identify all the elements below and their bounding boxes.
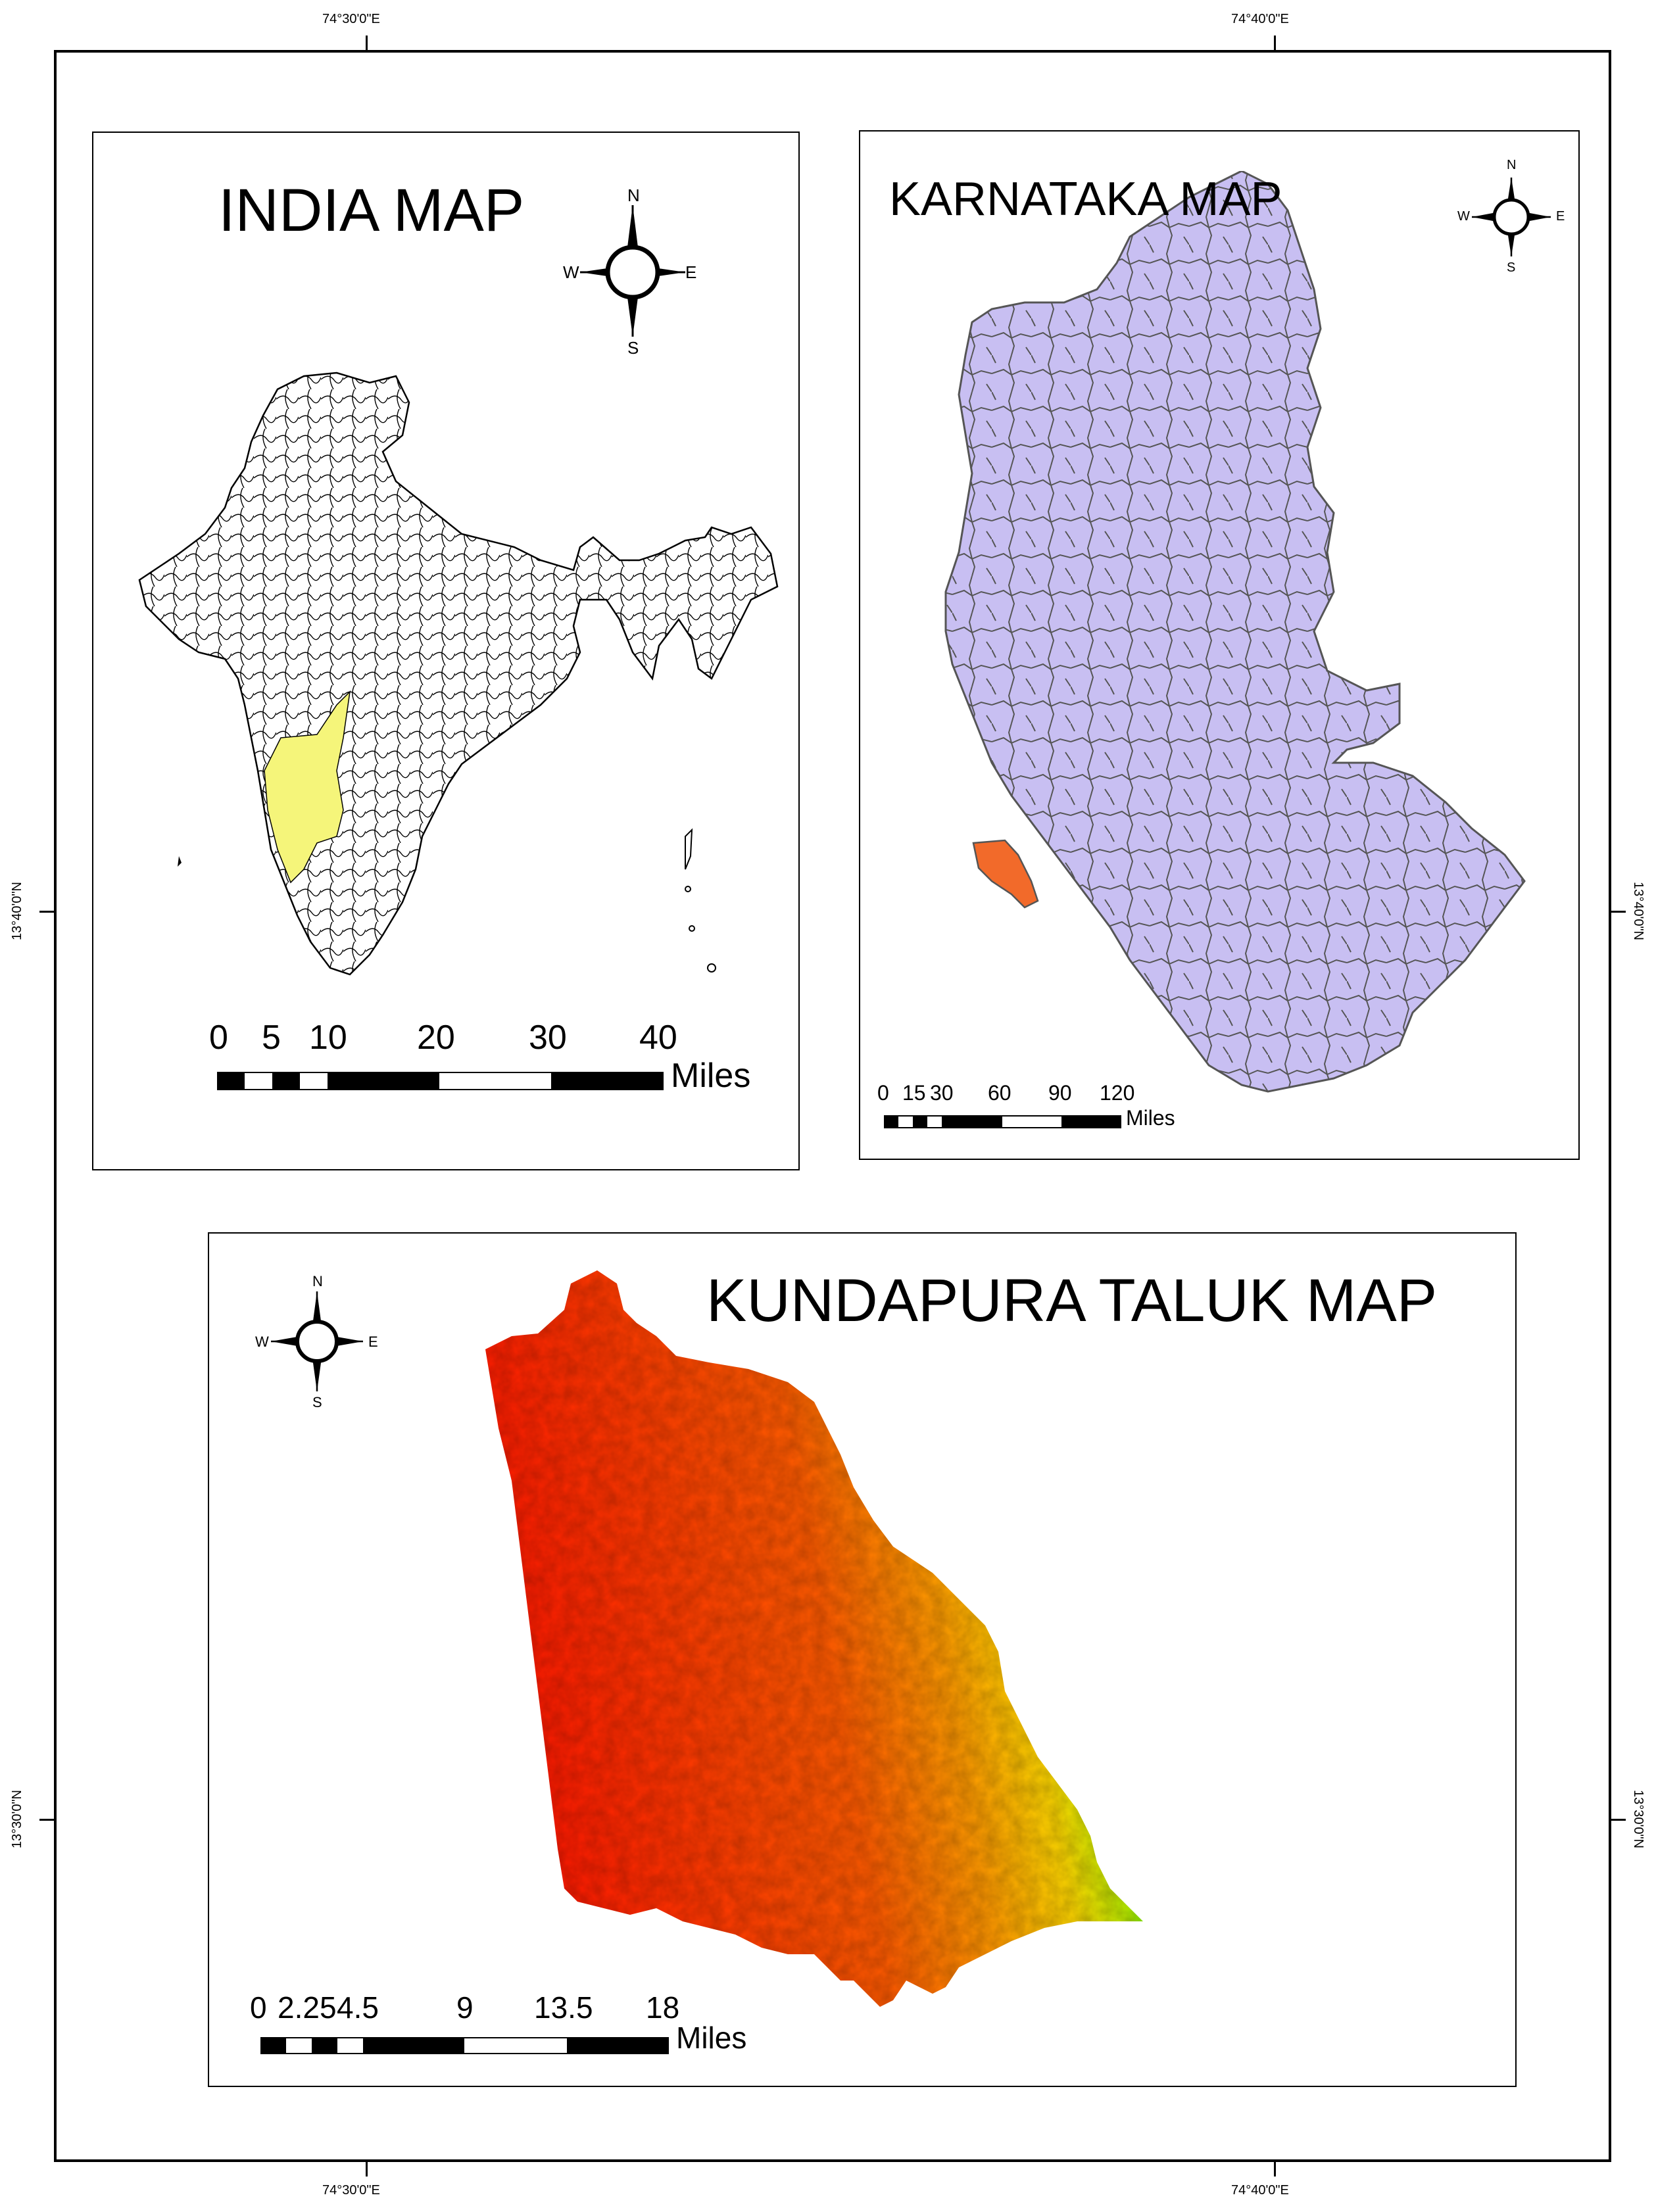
graticule-tick-left-bottom	[39, 1819, 55, 1821]
kundapura-scale-label-5: 18	[646, 1990, 680, 2025]
kundapura-scale-label-3: 9	[456, 1990, 474, 2025]
kundapura-scale-label-4: 13.5	[534, 1990, 593, 2025]
karnataka-compass-s: S	[1507, 260, 1516, 275]
karnataka-kundapura-highlight	[972, 839, 1039, 909]
longitude-label-bottom-right: 74°40'0"E	[1231, 2183, 1289, 2198]
compass-icon	[1472, 178, 1551, 256]
graticule-tick-right-bottom	[1610, 1819, 1626, 1821]
karnataka-map-title: KARNATAKA MAP	[889, 173, 1282, 226]
kundapura-map-panel: KUNDAPURA TALUK MAP N S W E	[208, 1232, 1517, 2087]
karnataka-scale-label-4: 90	[1048, 1081, 1072, 1105]
latitude-label-left-top: 13°40'0"N	[9, 882, 24, 940]
longitude-label-top-left: 74°30'0"E	[322, 12, 380, 26]
karnataka-scale-label-2: 30	[930, 1081, 954, 1105]
karnataka-scale-label-5: 120	[1100, 1081, 1135, 1105]
longitude-label-top-right: 74°40'0"E	[1231, 12, 1289, 26]
india-scale-bar	[217, 1072, 664, 1090]
india-north-arrow: N S W E	[563, 185, 698, 358]
india-scale-label-3: 20	[417, 1019, 455, 1057]
compass-icon	[271, 1291, 363, 1391]
kundapura-north-arrow: N S W E	[251, 1273, 383, 1411]
latitude-label-right-bottom: 13°30'0"N	[1630, 1790, 1645, 1848]
compass-icon	[580, 205, 685, 337]
graticule-tick-bottom-left	[366, 2161, 368, 2176]
karnataka-compass-e: E	[1556, 209, 1565, 224]
kundapura-compass-s: S	[312, 1394, 322, 1410]
kundapura-scale-bar	[260, 2037, 669, 2054]
karnataka-district-map	[944, 171, 1526, 1093]
india-scale-label-1: 5	[262, 1019, 281, 1057]
karnataka-scale-unit: Miles	[1126, 1106, 1175, 1130]
karnataka-scale-label-0: 0	[877, 1081, 889, 1105]
kundapura-scale-label-0: 0	[250, 1990, 267, 2025]
karnataka-north-arrow: N S W E	[1452, 158, 1571, 276]
kundapura-compass-n: N	[312, 1273, 323, 1289]
india-scale-label-4: 30	[529, 1019, 567, 1057]
graticule-tick-right-top	[1610, 911, 1626, 913]
karnataka-compass-n: N	[1507, 158, 1517, 172]
longitude-label-bottom-left: 74°30'0"E	[322, 2183, 380, 2198]
karnataka-scale-bar	[884, 1115, 1121, 1128]
graticule-tick-top-right	[1274, 36, 1276, 51]
india-karnataka-highlight	[264, 690, 351, 884]
india-compass-w: W	[563, 262, 579, 282]
latitude-label-left-bottom: 13°30'0"N	[9, 1790, 24, 1848]
kundapura-compass-w: W	[255, 1334, 269, 1350]
india-district-map	[138, 372, 779, 976]
india-scale-unit: Miles	[671, 1057, 751, 1095]
india-scale-label-5: 40	[639, 1019, 677, 1057]
india-compass-n: N	[627, 185, 640, 205]
karnataka-scale-label-1: 15	[902, 1081, 926, 1105]
india-scale-label-0: 0	[209, 1019, 228, 1057]
karnataka-map-panel: KARNATAKA MAP N S W E 0 15 30 60 90 120 …	[859, 130, 1580, 1160]
graticule-tick-left-top	[39, 911, 55, 913]
kundapura-scale-unit: Miles	[676, 2021, 747, 2055]
kundapura-map-title: KUNDAPURA TALUK MAP	[706, 1267, 1438, 1334]
kundapura-compass-e: E	[368, 1334, 378, 1350]
map-layout-frame	[54, 50, 1611, 2162]
india-map-panel: INDIA MAP N S W E	[92, 132, 800, 1170]
latitude-label-right-top: 13°40'0"N	[1630, 882, 1645, 940]
graticule-tick-top-left	[366, 36, 368, 51]
kundapura-elevation-map	[485, 1270, 1143, 2007]
karnataka-compass-w: W	[1457, 209, 1470, 224]
india-scale-label-2: 10	[309, 1019, 347, 1057]
graticule-tick-bottom-right	[1274, 2161, 1276, 2176]
india-map-title: INDIA MAP	[218, 177, 525, 244]
karnataka-scale-label-3: 60	[988, 1081, 1011, 1105]
india-compass-s: S	[627, 338, 639, 358]
kundapura-scale-label-2: 4.5	[337, 1990, 379, 2025]
india-compass-e: E	[685, 262, 697, 282]
kundapura-scale-label-1: 2.25	[278, 1990, 337, 2025]
